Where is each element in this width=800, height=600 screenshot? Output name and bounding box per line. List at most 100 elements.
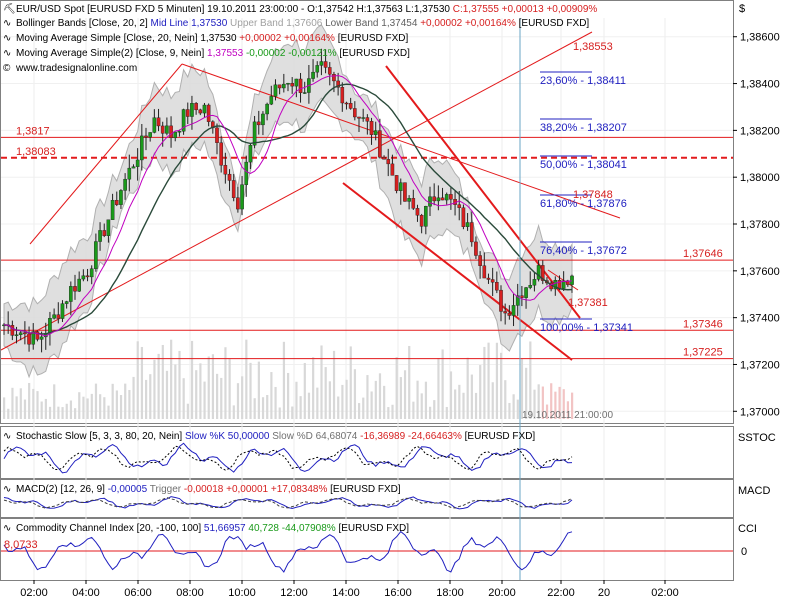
candle [294, 78, 299, 98]
volume-bar [287, 372, 290, 419]
volume-bar [504, 380, 507, 419]
macd-icon: ∿ [3, 484, 11, 495]
candle [394, 175, 399, 194]
macd-lines [3, 496, 573, 510]
candle [231, 173, 236, 202]
volume-bar [257, 361, 260, 419]
volume-bar [161, 344, 164, 419]
volume-bar [99, 394, 102, 419]
candle [332, 71, 336, 93]
moving-averages [3, 75, 573, 337]
volume-bar [341, 384, 344, 419]
volume-bar [349, 346, 352, 419]
volume-bar [445, 406, 448, 419]
y-tick-label: 1,37000 [740, 406, 780, 418]
stochastic-legend: ∿ Stochastic Slow [5, 3, 3, 80, 20, Nein… [3, 431, 535, 442]
candle [181, 108, 186, 135]
volume-bar [533, 389, 536, 419]
fib-level-label: 1,38553 [573, 41, 613, 53]
volume-bar [332, 350, 336, 419]
volume-bar [23, 399, 27, 419]
volume-bar [316, 387, 319, 419]
candle [69, 281, 73, 316]
legend-bollinger: Bollinger Bands [Close, 20, 2] Mid Line … [16, 18, 589, 29]
y-tick-label: 1,38000 [740, 172, 780, 184]
volume-bar [236, 383, 240, 419]
volume-bar [458, 384, 461, 419]
volume-bar [115, 390, 118, 419]
price-panel [0, 0, 734, 424]
candle [474, 236, 478, 260]
volume-bar [53, 384, 56, 419]
legend-bollinger-icon: ∿ [3, 18, 11, 29]
candle [378, 118, 382, 159]
volume-bar [203, 381, 206, 419]
candle [206, 103, 211, 127]
trend-line-down-steep [385, 65, 581, 319]
volume-bar [7, 408, 10, 419]
volume-bar [136, 341, 139, 419]
y-tick-label: 1,38200 [740, 125, 780, 137]
volume-bar [516, 399, 519, 419]
candle [369, 117, 374, 145]
candle [35, 330, 40, 342]
candle [357, 116, 361, 133]
candle [269, 85, 274, 106]
candle [503, 303, 507, 325]
candle [532, 272, 537, 292]
volume-bar [433, 400, 436, 419]
x-tick-label: 10:00 [228, 587, 256, 599]
moving-average-20-line [3, 83, 573, 335]
volume-bar [378, 373, 382, 419]
fib-level-label: 100,00% - 1,37341 [540, 322, 633, 334]
volume-bar [429, 406, 432, 419]
volume-bar [537, 384, 540, 419]
fib-level-label: 1,37381 [568, 297, 608, 309]
x-tick-label: 22:00 [547, 587, 575, 599]
candle [114, 191, 119, 207]
volume-bar [170, 339, 173, 419]
candle [290, 77, 294, 94]
x-tick-label: 12:00 [280, 587, 308, 599]
y-tick-label: 1,37600 [740, 266, 780, 278]
volume-bar [295, 381, 298, 419]
candle [169, 116, 173, 148]
volume-bar [495, 342, 499, 419]
fibonacci-levels: 1,38553 23,60% - 1,38411 38,20% - 1,38207 5… [540, 41, 633, 334]
cci-legend: ∿ Commodity Channel Index [20, -100, 100… [3, 523, 409, 534]
fib-level-label: 1,37848 [573, 189, 613, 201]
candle [511, 294, 516, 327]
volume-bar [15, 396, 18, 419]
volume-bar [190, 340, 194, 419]
candle [173, 131, 178, 142]
candle [540, 260, 545, 285]
candle [131, 164, 136, 169]
legend-ma2-icon: ∿ [3, 48, 11, 59]
candle [219, 136, 223, 173]
candle [495, 271, 499, 294]
candle [486, 273, 491, 284]
volume-bar [362, 397, 365, 419]
volume-bar [274, 386, 277, 419]
volume-bar [270, 372, 273, 419]
candle [319, 48, 324, 76]
volume-bar [566, 401, 570, 419]
volume-bar [211, 354, 215, 419]
volume-bar [61, 407, 64, 419]
candle [432, 183, 436, 206]
candle [198, 108, 203, 116]
volume-bar [466, 357, 469, 419]
volume-bar [241, 376, 244, 419]
fib-level-label: 50,00% - 1,38041 [540, 159, 627, 171]
moving-average-9-line [3, 75, 573, 337]
currency-symbol: $ [739, 3, 745, 15]
fib-level-label: 76,40% - 1,37672 [540, 245, 627, 257]
candle [248, 143, 253, 170]
volume-bar [32, 388, 35, 419]
volume-bar [474, 392, 478, 419]
candle [424, 205, 428, 235]
candle [202, 102, 207, 118]
volume-bar [529, 341, 532, 419]
stochastic-k-line [3, 442, 573, 474]
volume-bar [412, 401, 415, 419]
